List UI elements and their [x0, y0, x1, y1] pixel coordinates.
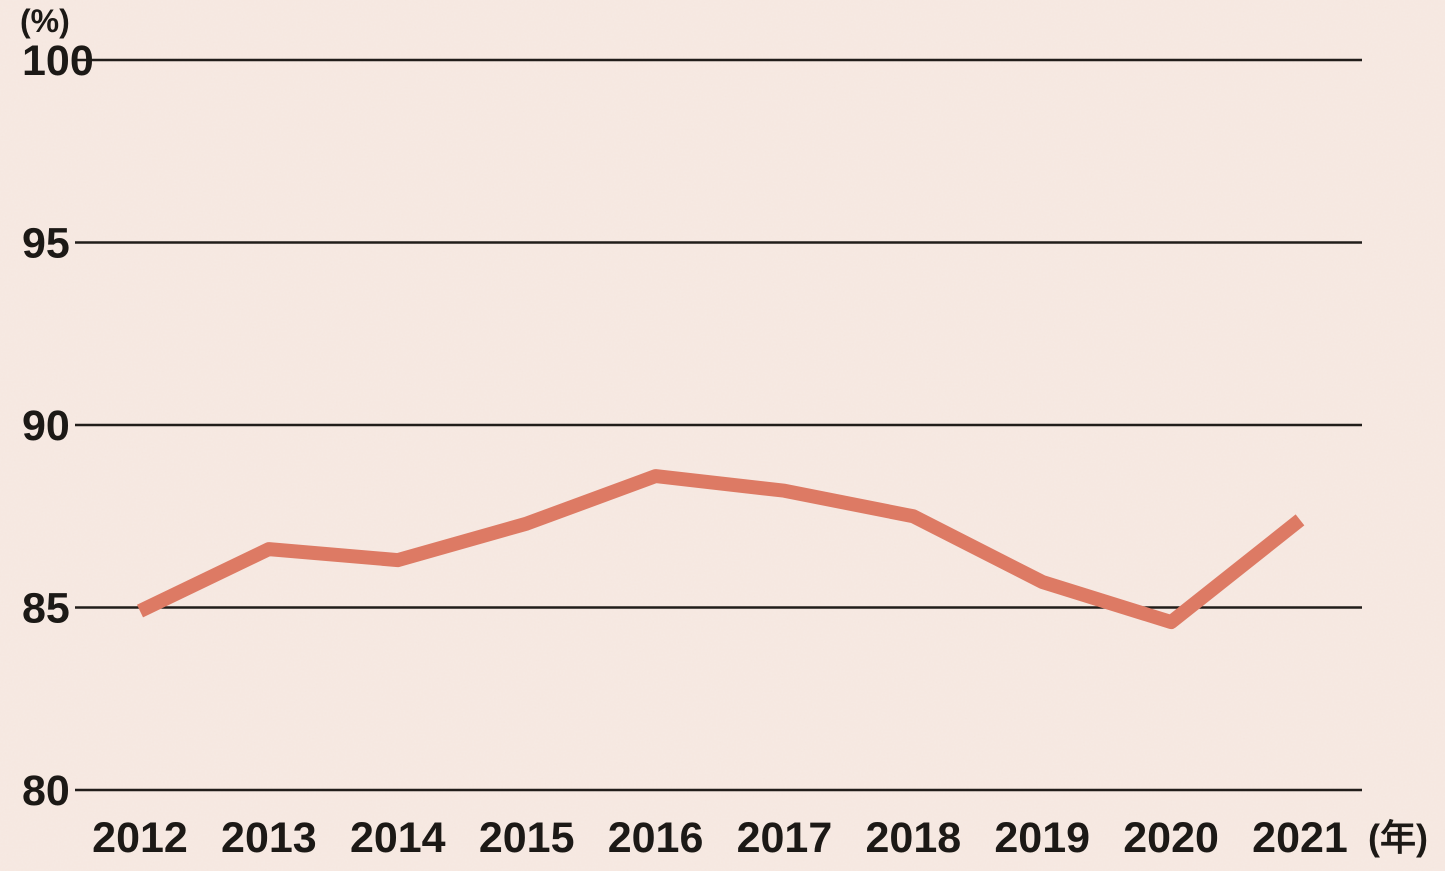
y-tick-label-85: 85 [22, 585, 70, 633]
y-tick-label-100: 100 [22, 37, 94, 85]
y-axis-unit-label: (%) [20, 3, 70, 39]
y-tick-label-95: 95 [22, 220, 70, 268]
x-tick-label-2012: 2012 [92, 814, 188, 862]
y-tick-label-90: 90 [22, 402, 70, 450]
y-tick-label-80: 80 [22, 767, 70, 815]
x-tick-label-2017: 2017 [737, 814, 833, 862]
x-tick-label-2015: 2015 [479, 814, 575, 862]
x-axis-unit-label: (年) [1368, 817, 1428, 858]
x-tick-label-2013: 2013 [221, 814, 317, 862]
x-tick-label-2020: 2020 [1123, 814, 1219, 862]
x-tick-label-2019: 2019 [994, 814, 1090, 862]
x-tick-label-2016: 2016 [608, 814, 704, 862]
x-tick-label-2021: 2021 [1252, 814, 1348, 862]
x-tick-label-2018: 2018 [865, 814, 961, 862]
x-tick-label-2014: 2014 [350, 814, 446, 862]
data-series-rate [136, 469, 1305, 630]
chart-content: 100 95 90 85 80 (%) 2012 2013 2014 2015 2016 2017 20… [20, 3, 1428, 862]
